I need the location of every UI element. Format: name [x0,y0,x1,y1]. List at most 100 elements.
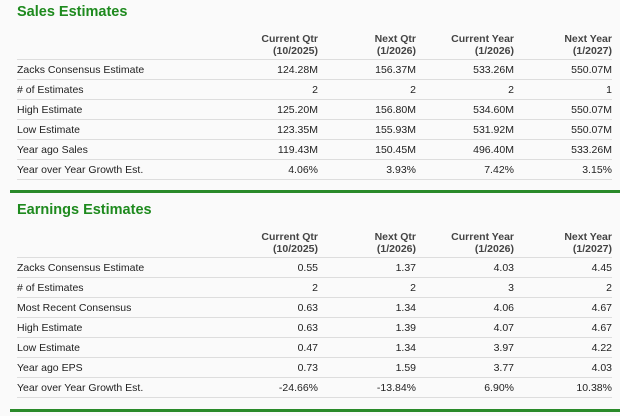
row-label: Year over Year Growth Est. [17,377,220,398]
column-name: Current Qtr [261,231,318,243]
column-period: (1/2026) [376,45,416,57]
cell-value: 2 [318,79,416,100]
cell-value: 550.07M [514,119,612,140]
row-label: # of Estimates [17,79,220,100]
column-name: Current Year [451,33,514,45]
row-label: Year ago Sales [17,139,220,160]
table-row: # of Estimates 2 2 2 1 [17,79,612,100]
earnings-estimates-table: Current Qtr (10/2025) Next Qtr (1/2026) Curr… [17,228,612,398]
header-blank [17,228,220,258]
cell-value: 496.40M [416,139,514,160]
column-period: (1/2027) [572,243,612,255]
header-row: Current Qtr (10/2025) Next Qtr (1/2026) Curr… [17,228,612,258]
table-row: # of Estimates 2 2 3 2 [17,277,612,298]
row-label: Zacks Consensus Estimate [17,59,220,80]
cell-value: -24.66% [220,377,318,398]
cell-value: 3 [416,277,514,298]
cell-value: 550.07M [514,59,612,80]
cell-value: 156.80M [318,99,416,120]
column-period: (1/2026) [474,243,514,255]
column-header: Next Qtr (1/2026) [318,228,416,258]
cell-value: 4.03 [514,357,612,378]
column-header: Current Year (1/2026) [416,228,514,258]
cell-value: 0.63 [220,317,318,338]
cell-value: 4.22 [514,337,612,358]
cell-value: 4.67 [514,317,612,338]
cell-value: 7.42% [416,159,514,180]
header-row: Current Qtr (10/2025) Next Qtr (1/2026) Curr… [17,30,612,60]
cell-value: 1.59 [318,357,416,378]
cell-value: 2 [416,79,514,100]
table-row: High Estimate 0.63 1.39 4.07 4.67 [17,317,612,338]
cell-value: 0.73 [220,357,318,378]
cell-value: 0.47 [220,337,318,358]
sales-estimates-table: Current Qtr (10/2025) Next Qtr (1/2026) Curr… [17,30,612,180]
cell-value: 531.92M [416,119,514,140]
column-period: (1/2026) [474,45,514,57]
row-label: # of Estimates [17,277,220,298]
cell-value: 150.45M [318,139,416,160]
table-row: Year over Year Growth Est. -24.66% -13.84%… [17,377,612,398]
cell-value: 534.60M [416,99,514,120]
column-period: (10/2025) [273,45,318,57]
cell-value: 3.97 [416,337,514,358]
column-name: Next Year [564,33,612,45]
cell-value: 2 [220,79,318,100]
column-name: Next Qtr [374,33,416,45]
row-label: High Estimate [17,317,220,338]
header-blank [17,30,220,60]
cell-value: 6.90% [416,377,514,398]
cell-value: 156.37M [318,59,416,80]
column-header: Current Qtr (10/2025) [220,30,318,60]
cell-value: 155.93M [318,119,416,140]
column-name: Next Qtr [374,231,416,243]
cell-value: 1.34 [318,297,416,318]
table-row: Most Recent Consensus 0.63 1.34 4.06 4.67 [17,297,612,318]
row-label: Low Estimate [17,119,220,140]
cell-value: 3.15% [514,159,612,180]
table-row: Year over Year Growth Est. 4.06% 3.93% 7.42… [17,159,612,180]
cell-value: 1 [514,79,612,100]
cell-value: 3.77 [416,357,514,378]
row-label: Most Recent Consensus [17,297,220,318]
cell-value: 0.63 [220,297,318,318]
row-label: Zacks Consensus Estimate [17,257,220,278]
cell-value: 2 [318,277,416,298]
cell-value: 124.28M [220,59,318,80]
cell-value: 2 [514,277,612,298]
column-header: Current Year (1/2026) [416,30,514,60]
column-header: Next Year (1/2027) [514,30,612,60]
cell-value: 2 [220,277,318,298]
cell-value: 1.34 [318,337,416,358]
cell-value: 4.06% [220,159,318,180]
section-divider [10,190,620,193]
cell-value: 4.45 [514,257,612,278]
table-row: Low Estimate 0.47 1.34 3.97 4.22 [17,337,612,358]
column-header: Current Qtr (10/2025) [220,228,318,258]
table-row: Low Estimate 123.35M 155.93M 531.92M 550.07M [17,119,612,140]
table-row: Zacks Consensus Estimate 124.28M 156.37M 53… [17,59,612,80]
earnings-estimates-title: Earnings Estimates [17,202,152,218]
table-row: Year ago Sales 119.43M 150.45M 496.40M 533.2… [17,139,612,160]
column-header: Next Qtr (1/2026) [318,30,416,60]
table-row: High Estimate 125.20M 156.80M 534.60M 550.07… [17,99,612,120]
cell-value: 3.93% [318,159,416,180]
cell-value: 125.20M [220,99,318,120]
table-row: Year ago EPS 0.73 1.59 3.77 4.03 [17,357,612,378]
cell-value: 533.26M [416,59,514,80]
column-name: Current Year [451,231,514,243]
column-name: Current Qtr [261,33,318,45]
cell-value: 1.37 [318,257,416,278]
cell-value: 533.26M [514,139,612,160]
cell-value: 123.35M [220,119,318,140]
column-header: Next Year (1/2027) [514,228,612,258]
cell-value: 119.43M [220,139,318,160]
row-label: Low Estimate [17,337,220,358]
cell-value: 4.03 [416,257,514,278]
cell-value: 4.67 [514,297,612,318]
column-period: (10/2025) [273,243,318,255]
column-period: (1/2026) [376,243,416,255]
cell-value: 4.07 [416,317,514,338]
column-name: Next Year [564,231,612,243]
cell-value: -13.84% [318,377,416,398]
